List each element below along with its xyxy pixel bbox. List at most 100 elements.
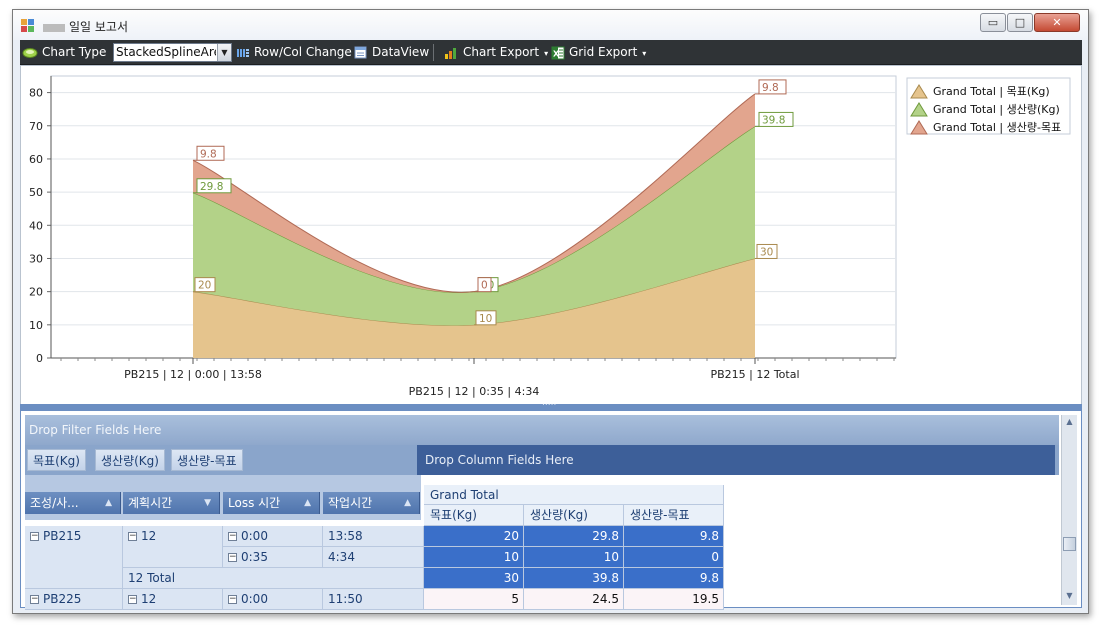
collapse-icon[interactable]: −: [228, 552, 237, 562]
row-loss-0-00[interactable]: −0:00: [223, 526, 323, 547]
y-tick-label: 60: [29, 153, 43, 166]
value-cell[interactable]: 39.8: [524, 568, 624, 589]
grand-total-header[interactable]: Grand Total: [424, 485, 724, 505]
row-subtotal-12[interactable]: 12 Total: [123, 568, 424, 589]
x-tick-label: PB215 | 12 Total: [710, 368, 799, 381]
data-label: 10: [479, 313, 492, 325]
row-plan-12[interactable]: −12: [123, 526, 223, 568]
chart-type-select[interactable]: StackedSplineArea ▼: [113, 43, 232, 62]
data-label-box: [758, 79, 787, 95]
data-label-box: [196, 178, 232, 194]
value-cell[interactable]: 9.8: [624, 568, 724, 589]
data-field-target[interactable]: 목표(Kg): [27, 449, 86, 471]
main-window: 일일 보고서 ▭ □ ✕ Chart Type StackedSplineAre…: [12, 9, 1089, 614]
y-tick-label: 10: [29, 319, 43, 332]
title-bar[interactable]: 일일 보고서 ▭ □ ✕: [13, 10, 1088, 40]
value-cell[interactable]: 10: [424, 547, 524, 568]
row-loss-0-00[interactable]: −0:00: [223, 589, 323, 610]
value-cell[interactable]: 5: [424, 589, 524, 610]
x-tick-label: PB215 | 12 | 0:00 | 13:58: [124, 368, 262, 381]
row-work-11-50[interactable]: 11:50: [323, 589, 424, 610]
legend-swatch: [910, 84, 928, 99]
series-area-0: [193, 258, 755, 358]
row-plan-12[interactable]: −12: [123, 589, 223, 610]
row-loss-0-35[interactable]: −0:35: [223, 547, 323, 568]
collapse-icon[interactable]: −: [30, 594, 39, 604]
toolbar: Chart Type StackedSplineArea ▼ Row/Col C…: [20, 40, 1082, 65]
bar-chart-icon: [445, 47, 456, 59]
minimize-button[interactable]: ▭: [980, 13, 1006, 32]
filter-drop-area[interactable]: Drop Filter Fields Here: [25, 415, 1059, 445]
data-label: 0: [481, 280, 488, 292]
value-cell[interactable]: 10: [524, 547, 624, 568]
y-tick-label: 0: [36, 352, 43, 365]
legend-item: Grand Total | 목표(Kg): [933, 85, 1050, 98]
data-label-box: [194, 277, 216, 293]
data-label: 30: [760, 246, 773, 258]
value-cell[interactable]: 30: [424, 568, 524, 589]
chart-export-button[interactable]: Chart Export ▾: [444, 40, 548, 65]
y-tick-label: 80: [29, 87, 43, 100]
value-cell[interactable]: 29.8: [524, 526, 624, 547]
stacked-spline-area-chart[interactable]: 0102030405060708020103029.81039.89.809.8…: [21, 66, 1081, 407]
value-cell[interactable]: 0: [624, 547, 724, 568]
row-group-pb225[interactable]: − PB225: [25, 589, 123, 610]
legend-swatch: [910, 120, 928, 135]
maximize-button[interactable]: □: [1007, 13, 1033, 32]
collapse-icon[interactable]: −: [128, 531, 137, 541]
svg-text:X: X: [553, 49, 560, 58]
splitter[interactable]: .....: [20, 398, 1082, 410]
data-field-difference[interactable]: 생산량-목표: [171, 449, 243, 471]
data-label-box: [758, 111, 794, 127]
value-header-difference[interactable]: 생산량-목표: [624, 505, 724, 526]
value-cell[interactable]: 20: [424, 526, 524, 547]
value-cell[interactable]: 19.5: [624, 589, 724, 610]
value-header-target[interactable]: 목표(Kg): [424, 505, 524, 526]
row-field-loss-time[interactable]: Loss 시간 ▲: [223, 492, 320, 514]
scroll-down-icon[interactable]: ▼: [1066, 591, 1073, 600]
legend-item: Grand Total | 생산량(Kg): [933, 103, 1060, 116]
data-view-button[interactable]: DataView: [354, 40, 429, 65]
series-area-1: [193, 126, 755, 326]
y-tick-label: 50: [29, 186, 43, 199]
value-cell[interactable]: 24.5: [524, 589, 624, 610]
row-field-plan-time[interactable]: 계획시간 ▼: [123, 492, 220, 514]
toolbar-separator: [433, 44, 434, 61]
value-cell[interactable]: 9.8: [624, 526, 724, 547]
row-work-4-34[interactable]: 4:34: [323, 547, 424, 568]
grid-export-button[interactable]: X Grid Export ▾: [551, 45, 647, 59]
row-field-work-time[interactable]: 작업시간 ▲: [323, 492, 420, 514]
row-group-pb215[interactable]: − PB215: [25, 526, 123, 589]
excel-icon: X: [551, 46, 565, 59]
collapse-icon[interactable]: −: [30, 531, 39, 541]
column-drop-area[interactable]: Drop Column Fields Here: [417, 445, 1055, 475]
pivot-grid: Drop Filter Fields Here 목표(Kg) 생산량(Kg) 생…: [20, 410, 1082, 610]
app-icon: [21, 19, 34, 32]
data-label: 29.8: [200, 181, 223, 193]
chevron-down-icon[interactable]: ▼: [217, 44, 231, 61]
x-tick-label: PB215 | 12 | 0:35 | 4:34: [409, 385, 540, 398]
close-button[interactable]: ✕: [1034, 13, 1080, 32]
vertical-scrollbar[interactable]: ▲ ▼: [1061, 415, 1077, 605]
chart-type-label: Chart Type: [22, 40, 106, 65]
row-work-13-58[interactable]: 13:58: [323, 526, 424, 547]
data-label-box: [196, 145, 225, 161]
collapse-icon[interactable]: −: [228, 531, 237, 541]
collapse-icon[interactable]: −: [228, 594, 237, 604]
row-col-change-button[interactable]: Row/Col Change: [236, 40, 352, 65]
row-col-change-icon: [237, 48, 249, 57]
scroll-thumb[interactable]: [1063, 537, 1076, 551]
collapse-icon[interactable]: −: [128, 594, 137, 604]
y-tick-label: 70: [29, 120, 43, 133]
value-header-production[interactable]: 생산량(Kg): [524, 505, 624, 526]
data-label: 20: [198, 280, 211, 292]
row-field-composition[interactable]: 조성/사... ▲: [25, 492, 121, 514]
row-field-header-area: 조성/사... ▲ 계획시간 ▼ Loss 시간 ▲ 작업시간 ▲: [25, 475, 421, 520]
data-field-production[interactable]: 생산량(Kg): [95, 449, 165, 471]
data-label-box: [477, 277, 492, 293]
data-label: 9.8: [200, 148, 217, 160]
chart-panel: 0102030405060708020103029.81039.89.809.8…: [20, 65, 1082, 408]
legend-item: Grand Total | 생산량-목표: [933, 121, 1061, 134]
data-view-icon: [354, 46, 367, 59]
scroll-up-icon[interactable]: ▲: [1066, 417, 1073, 426]
